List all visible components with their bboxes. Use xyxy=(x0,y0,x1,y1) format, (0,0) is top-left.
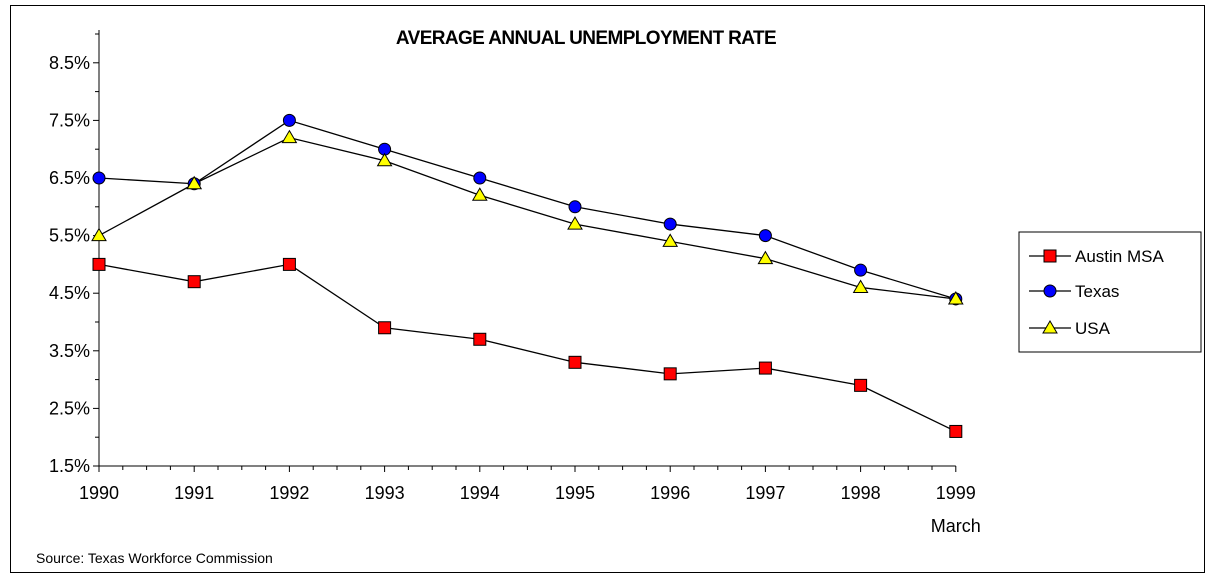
x-tick-label: 1997 xyxy=(745,483,785,503)
data-point-usa xyxy=(471,187,488,201)
series-line-usa xyxy=(98,136,956,300)
legend-marker-austin-msa xyxy=(1043,249,1057,263)
y-tick-label: 1.5% xyxy=(49,456,90,476)
data-point-usa xyxy=(91,227,107,242)
x-tick-label: 1995 xyxy=(555,483,595,503)
data-point-austin-msa xyxy=(473,332,487,346)
data-point-usa xyxy=(757,250,774,265)
x-tick-label: 1991 xyxy=(174,483,214,503)
y-tick-label: 6.5% xyxy=(49,168,90,188)
data-point-austin-msa xyxy=(949,424,963,438)
data-point-usa xyxy=(567,216,583,230)
x-tick-label: 1993 xyxy=(365,483,405,503)
x-tick-sublabel: March xyxy=(931,516,981,536)
series-markers xyxy=(91,113,964,438)
data-point-texas xyxy=(663,217,677,231)
y-tick-label: 2.5% xyxy=(49,398,90,418)
data-point-usa xyxy=(852,279,869,293)
y-tick-label: 8.5% xyxy=(49,53,90,73)
data-point-austin-msa xyxy=(378,321,392,335)
data-point-austin-msa xyxy=(282,257,296,271)
y-tick-label: 5.5% xyxy=(49,226,90,246)
x-tick-label: 1999 xyxy=(936,483,976,503)
data-point-usa xyxy=(947,290,964,305)
x-tick-label: 1990 xyxy=(79,483,119,503)
data-point-texas xyxy=(854,263,868,277)
data-point-texas xyxy=(282,113,296,127)
legend-marker-usa xyxy=(1042,320,1058,334)
y-tick-label: 4.5% xyxy=(49,283,90,303)
data-point-texas xyxy=(473,171,487,185)
data-point-austin-msa xyxy=(663,367,677,381)
data-point-austin-msa xyxy=(854,378,868,392)
data-point-texas xyxy=(92,171,106,185)
data-point-austin-msa xyxy=(758,361,772,375)
legend-marker-texas xyxy=(1043,284,1057,298)
chart-title: AVERAGE ANNUAL UNEMPLOYMENT RATE xyxy=(396,28,776,49)
line-chart: AVERAGE ANNUAL UNEMPLOYMENT RATE 8.5% 7.5… xyxy=(36,28,1202,566)
y-tick-label: 3.5% xyxy=(49,341,90,361)
x-tick-label: 1998 xyxy=(841,483,881,503)
x-tick-label: 1992 xyxy=(269,483,309,503)
data-point-usa xyxy=(186,175,203,190)
data-point-usa xyxy=(281,129,298,144)
series-line-austin-msa xyxy=(98,263,957,433)
data-point-texas xyxy=(758,229,772,243)
series-lines xyxy=(98,119,957,433)
legend: Austin MSA Texas USA xyxy=(1018,231,1202,353)
series-line-texas xyxy=(98,119,956,300)
legend-label-texas: Texas xyxy=(1075,282,1119,301)
data-point-austin-msa xyxy=(187,275,201,289)
data-point-austin-msa xyxy=(568,355,582,369)
legend-label-austin-msa: Austin MSA xyxy=(1075,247,1164,266)
axes: 8.5% 7.5% 6.5% 5.5% 4.5% 3.5% 2.5% 1.5% 1990 1991… xyxy=(49,30,981,536)
chart-frame: AVERAGE ANNUAL UNEMPLOYMENT RATE 8.5% 7.5… xyxy=(10,5,1205,573)
legend-label-usa: USA xyxy=(1075,319,1111,338)
source-note: Source: Texas Workforce Commission xyxy=(36,550,273,566)
x-tick-label: 1994 xyxy=(460,483,500,503)
data-point-texas xyxy=(568,200,582,214)
data-point-usa xyxy=(376,152,393,167)
x-tick-label: 1996 xyxy=(650,483,690,503)
y-tick-label: 7.5% xyxy=(49,110,90,130)
data-point-austin-msa xyxy=(92,257,106,271)
data-point-usa xyxy=(662,233,679,247)
